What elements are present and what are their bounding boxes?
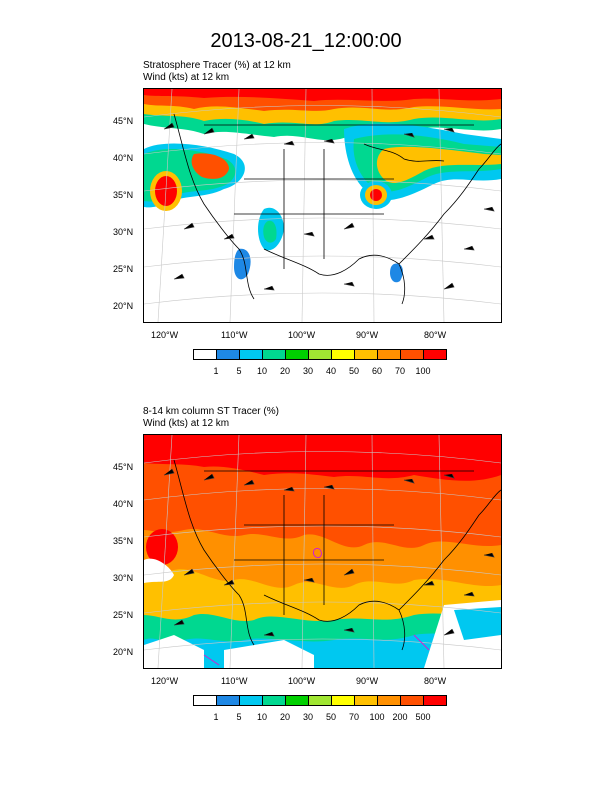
panel-2-graticule (144, 435, 501, 668)
panel-2-map-canvas (144, 435, 501, 668)
colorbar-box (423, 695, 447, 706)
colorbar-box (400, 695, 424, 706)
panel-1-lon-label: 110°W (221, 330, 248, 340)
colorbar-label: 5 (236, 712, 242, 722)
colorbar-box (239, 349, 263, 360)
colorbar-label: 500 (415, 712, 431, 722)
colorbar-box (400, 349, 424, 360)
colorbar-box (354, 695, 378, 706)
panel-2-magenta-contours (203, 547, 430, 666)
panel-1-lat-label: 35°N (113, 190, 134, 200)
colorbar-box (239, 695, 263, 706)
colorbar-box (308, 695, 332, 706)
colorbar-label: 50 (348, 366, 359, 376)
panel-2-lon-label: 120°W (151, 676, 179, 686)
colorbar-box (193, 349, 217, 360)
page-title: 2013-08-21_12:00:00 (210, 30, 402, 52)
colorbar-box (354, 349, 378, 360)
panel-2-lon-label: 110°W (221, 676, 248, 686)
colorbar-box (262, 349, 286, 360)
panel-2-map (143, 434, 502, 669)
colorbar-label: 50 (325, 712, 336, 722)
panel-1-lon-label: 100°W (288, 330, 316, 340)
panel-1-lat-label: 25°N (113, 264, 134, 274)
colorbar-label: 20 (279, 366, 290, 376)
panel-1-lon-label: 120°W (151, 330, 179, 340)
panel-1-map (143, 88, 502, 323)
panel-2-wind-barbs (163, 468, 495, 637)
colorbar-label: 10 (256, 366, 267, 376)
panel-1-lat-label: 40°N (113, 153, 134, 163)
panel-1-lat-label: 45°N (113, 116, 134, 126)
colorbar-box (377, 349, 401, 360)
colorbar-label: 30 (302, 712, 313, 722)
colorbar-box (216, 349, 240, 360)
colorbar-label: 1 (213, 712, 219, 722)
panel-2-subtitle-wind: Wind (kts) at 12 km (143, 418, 230, 429)
panel-2-lon-label: 90°W (356, 676, 379, 686)
panel-2-lat-label: 25°N (113, 610, 134, 620)
colorbar-box (193, 695, 217, 706)
panel-2-lat-label: 40°N (113, 499, 134, 509)
colorbar-box (331, 695, 355, 706)
colorbar-label: 30 (302, 366, 313, 376)
colorbar-label: 100 (369, 712, 385, 722)
panel-2-lat-label: 20°N (113, 647, 134, 657)
colorbar-box (285, 695, 309, 706)
panel-1-map-canvas (144, 89, 501, 322)
colorbar-label: 200 (392, 712, 408, 722)
colorbar-label: 70 (348, 712, 359, 722)
colorbar-box (285, 349, 309, 360)
colorbar-box (377, 695, 401, 706)
colorbar-label: 100 (415, 366, 431, 376)
colorbar-box (331, 349, 355, 360)
colorbar-label: 40 (325, 366, 336, 376)
panel-1-lat-label: 30°N (113, 227, 134, 237)
panel-1-colorbar: 1 5 10 20 30 40 50 60 70 100 (193, 349, 452, 377)
colorbar-box (423, 349, 447, 360)
panel-2-subtitle-tracer: 8-14 km column ST Tracer (%) (143, 406, 279, 417)
panel-2-lon-label: 80°W (424, 676, 447, 686)
panel-1-coastlines (173, 113, 501, 305)
colorbar-label: 10 (256, 712, 267, 722)
panel-1-subtitle-tracer: Stratosphere Tracer (%) at 12 km (143, 60, 291, 71)
colorbar-label: 60 (371, 366, 382, 376)
colorbar-label: 5 (236, 366, 242, 376)
panel-1-tracer-field (144, 89, 501, 283)
panel-1-graticule (144, 89, 501, 322)
panel-1-wind-barbs (163, 122, 495, 291)
colorbar-box (308, 349, 332, 360)
colorbar-box (262, 695, 286, 706)
panel-1-lat-label: 20°N (113, 301, 134, 311)
colorbar-label: 1 (213, 366, 219, 376)
colorbar-label: 20 (279, 712, 290, 722)
panel-1-lon-label: 90°W (356, 330, 379, 340)
panel-2-lon-label: 100°W (288, 676, 316, 686)
colorbar-box (216, 695, 240, 706)
panel-2-colorbar: 1 5 10 20 30 50 70 100 200 500 (193, 695, 452, 723)
panel-2-coastlines (173, 459, 501, 651)
colorbar-label: 70 (394, 366, 405, 376)
panel-2-lat-label: 30°N (113, 573, 134, 583)
panel-2-lat-label: 35°N (113, 536, 134, 546)
panel-1-lon-label: 80°W (424, 330, 447, 340)
panel-1-subtitle-wind: Wind (kts) at 12 km (143, 72, 230, 83)
panel-2-lat-label: 45°N (113, 462, 134, 472)
